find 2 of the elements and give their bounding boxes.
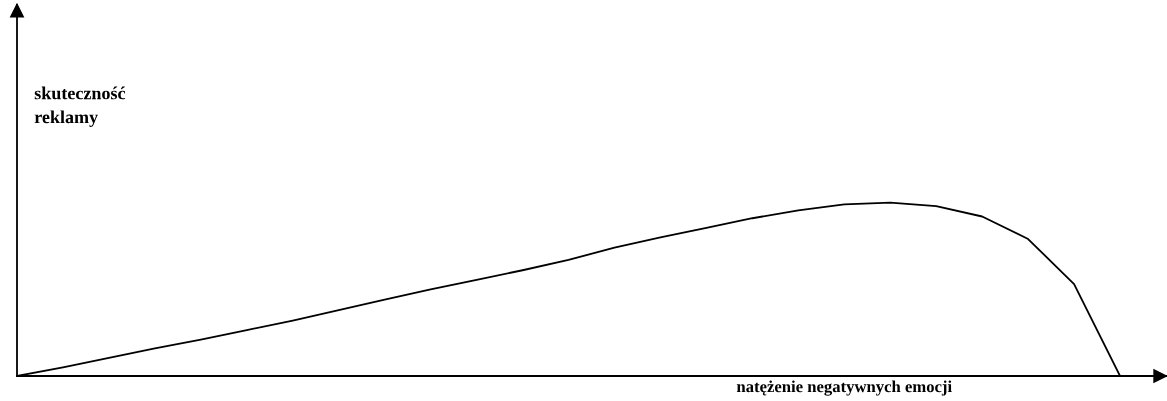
y-axis-title: skuteczność reklamy (34, 86, 126, 127)
x-axis-title: natężenie negatywnych emocji (736, 380, 952, 396)
